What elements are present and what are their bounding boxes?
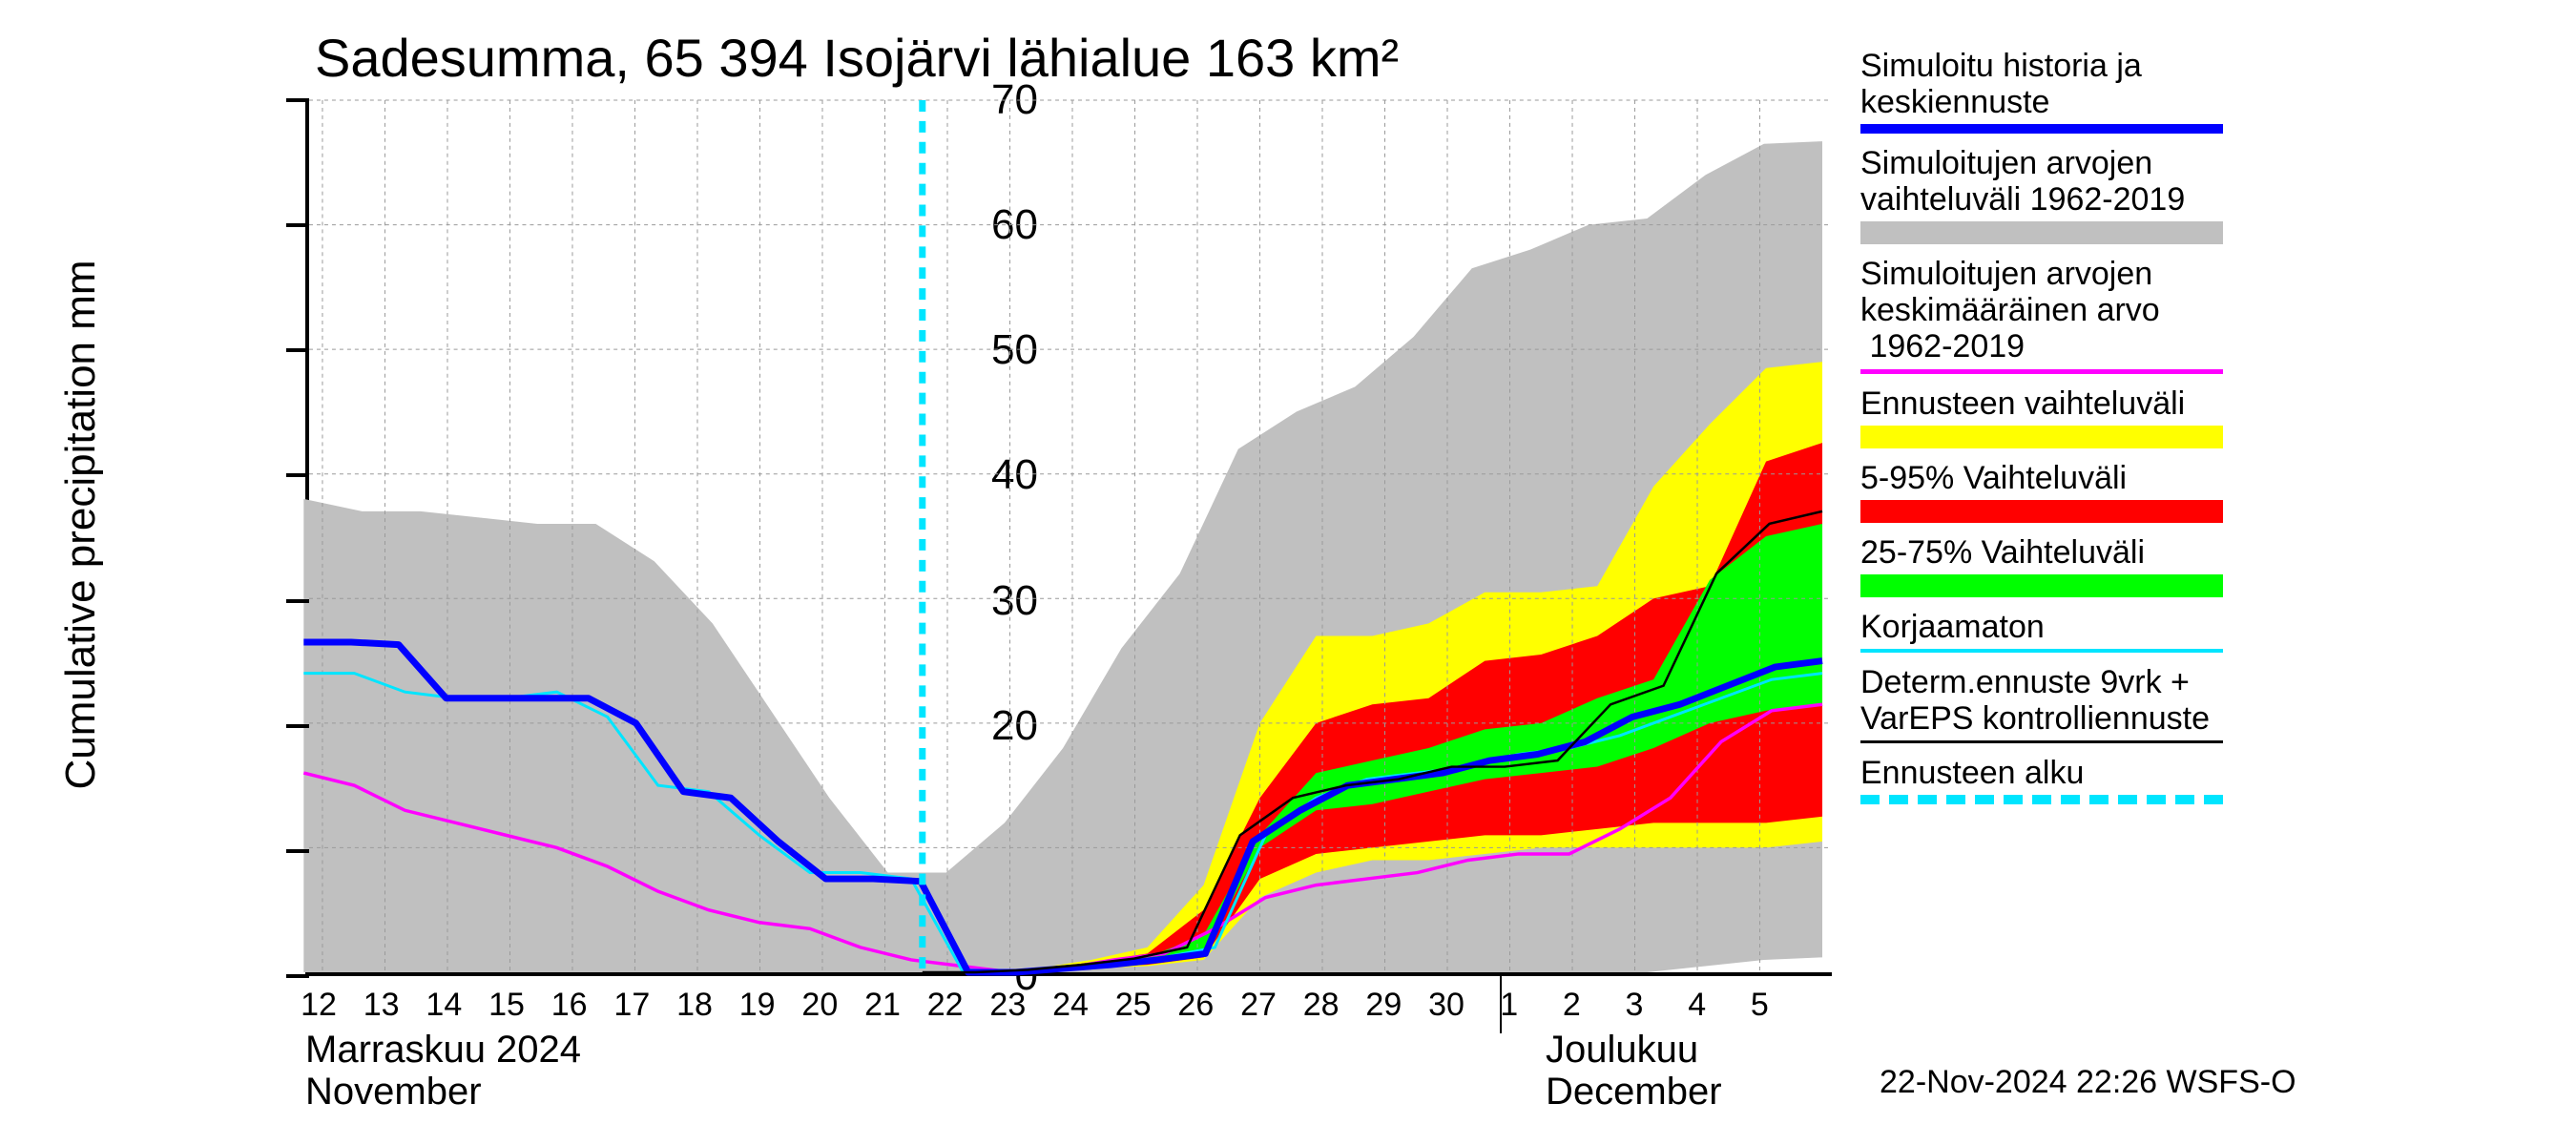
legend-label: Ennusteen alku	[1860, 755, 2528, 791]
legend-label: Simuloitujen arvojenvaihteluväli 1962-20…	[1860, 145, 2528, 218]
legend-item: Simuloitu historia jakeskiennuste	[1860, 48, 2528, 134]
x-tick-label: 19	[729, 987, 786, 1024]
x-tick-label: 18	[666, 987, 723, 1024]
legend-label: Ennusteen vaihteluväli	[1860, 385, 2528, 422]
x-tick-label: 1	[1481, 987, 1538, 1024]
x-tick-label: 20	[791, 987, 848, 1024]
x-tick-label: 23	[979, 987, 1036, 1024]
legend-swatch	[1860, 426, 2223, 448]
legend-swatch	[1860, 649, 2223, 653]
legend-label: Simuloitu historia jakeskiennuste	[1860, 48, 2528, 120]
legend-item: Simuloitujen arvojenvaihteluväli 1962-20…	[1860, 145, 2528, 244]
plot-area	[305, 100, 1832, 976]
legend-swatch	[1860, 740, 2223, 743]
legend-swatch	[1860, 574, 2223, 597]
legend-label: Simuloitujen arvojenkeskimääräinen arvo …	[1860, 256, 2528, 364]
month-nov-en: November	[305, 1071, 482, 1114]
legend-swatch	[1860, 500, 2223, 523]
chart-container: Sadesumma, 65 394 Isojärvi lähialue 163 …	[0, 0, 2576, 1145]
x-tick-label: 16	[541, 987, 598, 1024]
month-nov-fi: Marraskuu 2024	[305, 1029, 581, 1072]
legend-swatch	[1860, 221, 2223, 244]
x-tick-label: 29	[1355, 987, 1412, 1024]
x-tick-label: 28	[1293, 987, 1350, 1024]
legend-label: 25-75% Vaihteluväli	[1860, 534, 2528, 571]
legend-item: Simuloitujen arvojenkeskimääräinen arvo …	[1860, 256, 2528, 373]
legend-label: 5-95% Vaihteluväli	[1860, 460, 2528, 496]
x-tick-label: 24	[1042, 987, 1099, 1024]
legend-item: Ennusteen vaihteluväli	[1860, 385, 2528, 448]
x-tick-label: 15	[478, 987, 535, 1024]
x-tick-label: 30	[1418, 987, 1475, 1024]
x-tick-label: 27	[1230, 987, 1287, 1024]
y-axis-label: Cumulative precipitation mm	[57, 191, 105, 859]
x-tick-label: 22	[917, 987, 974, 1024]
month-divider	[1500, 976, 1502, 1033]
legend-item: 5-95% Vaihteluväli	[1860, 460, 2528, 523]
x-tick-label: 25	[1105, 987, 1162, 1024]
x-tick-label: 5	[1731, 987, 1788, 1024]
legend-swatch	[1860, 795, 2223, 804]
x-tick-label: 12	[290, 987, 347, 1024]
x-tick-label: 14	[415, 987, 472, 1024]
x-tick-label: 3	[1606, 987, 1663, 1024]
x-tick-label: 4	[1669, 987, 1726, 1024]
legend-item: Determ.ennuste 9vrk +VarEPS kontrollienn…	[1860, 664, 2528, 743]
legend-item: 25-75% Vaihteluväli	[1860, 534, 2528, 597]
x-tick-label: 21	[854, 987, 911, 1024]
x-tick-label: 13	[353, 987, 410, 1024]
month-dec-fi: Joulukuu	[1546, 1029, 1698, 1072]
legend-item: Korjaamaton	[1860, 609, 2528, 653]
legend-swatch	[1860, 124, 2223, 134]
x-tick-label: 26	[1167, 987, 1224, 1024]
legend-label: Determ.ennuste 9vrk +VarEPS kontrollienn…	[1860, 664, 2528, 737]
legend-label: Korjaamaton	[1860, 609, 2528, 645]
footer-timestamp: 22-Nov-2024 22:26 WSFS-O	[1880, 1064, 2296, 1101]
legend-swatch	[1860, 369, 2223, 374]
month-dec-en: December	[1546, 1071, 1722, 1114]
x-tick-label: 2	[1543, 987, 1600, 1024]
x-tick-label: 17	[603, 987, 660, 1024]
chart-title: Sadesumma, 65 394 Isojärvi lähialue 163 …	[315, 27, 1399, 89]
legend: Simuloitu historia jakeskiennuste Simuloi…	[1860, 48, 2528, 816]
legend-item: Ennusteen alku	[1860, 755, 2528, 804]
